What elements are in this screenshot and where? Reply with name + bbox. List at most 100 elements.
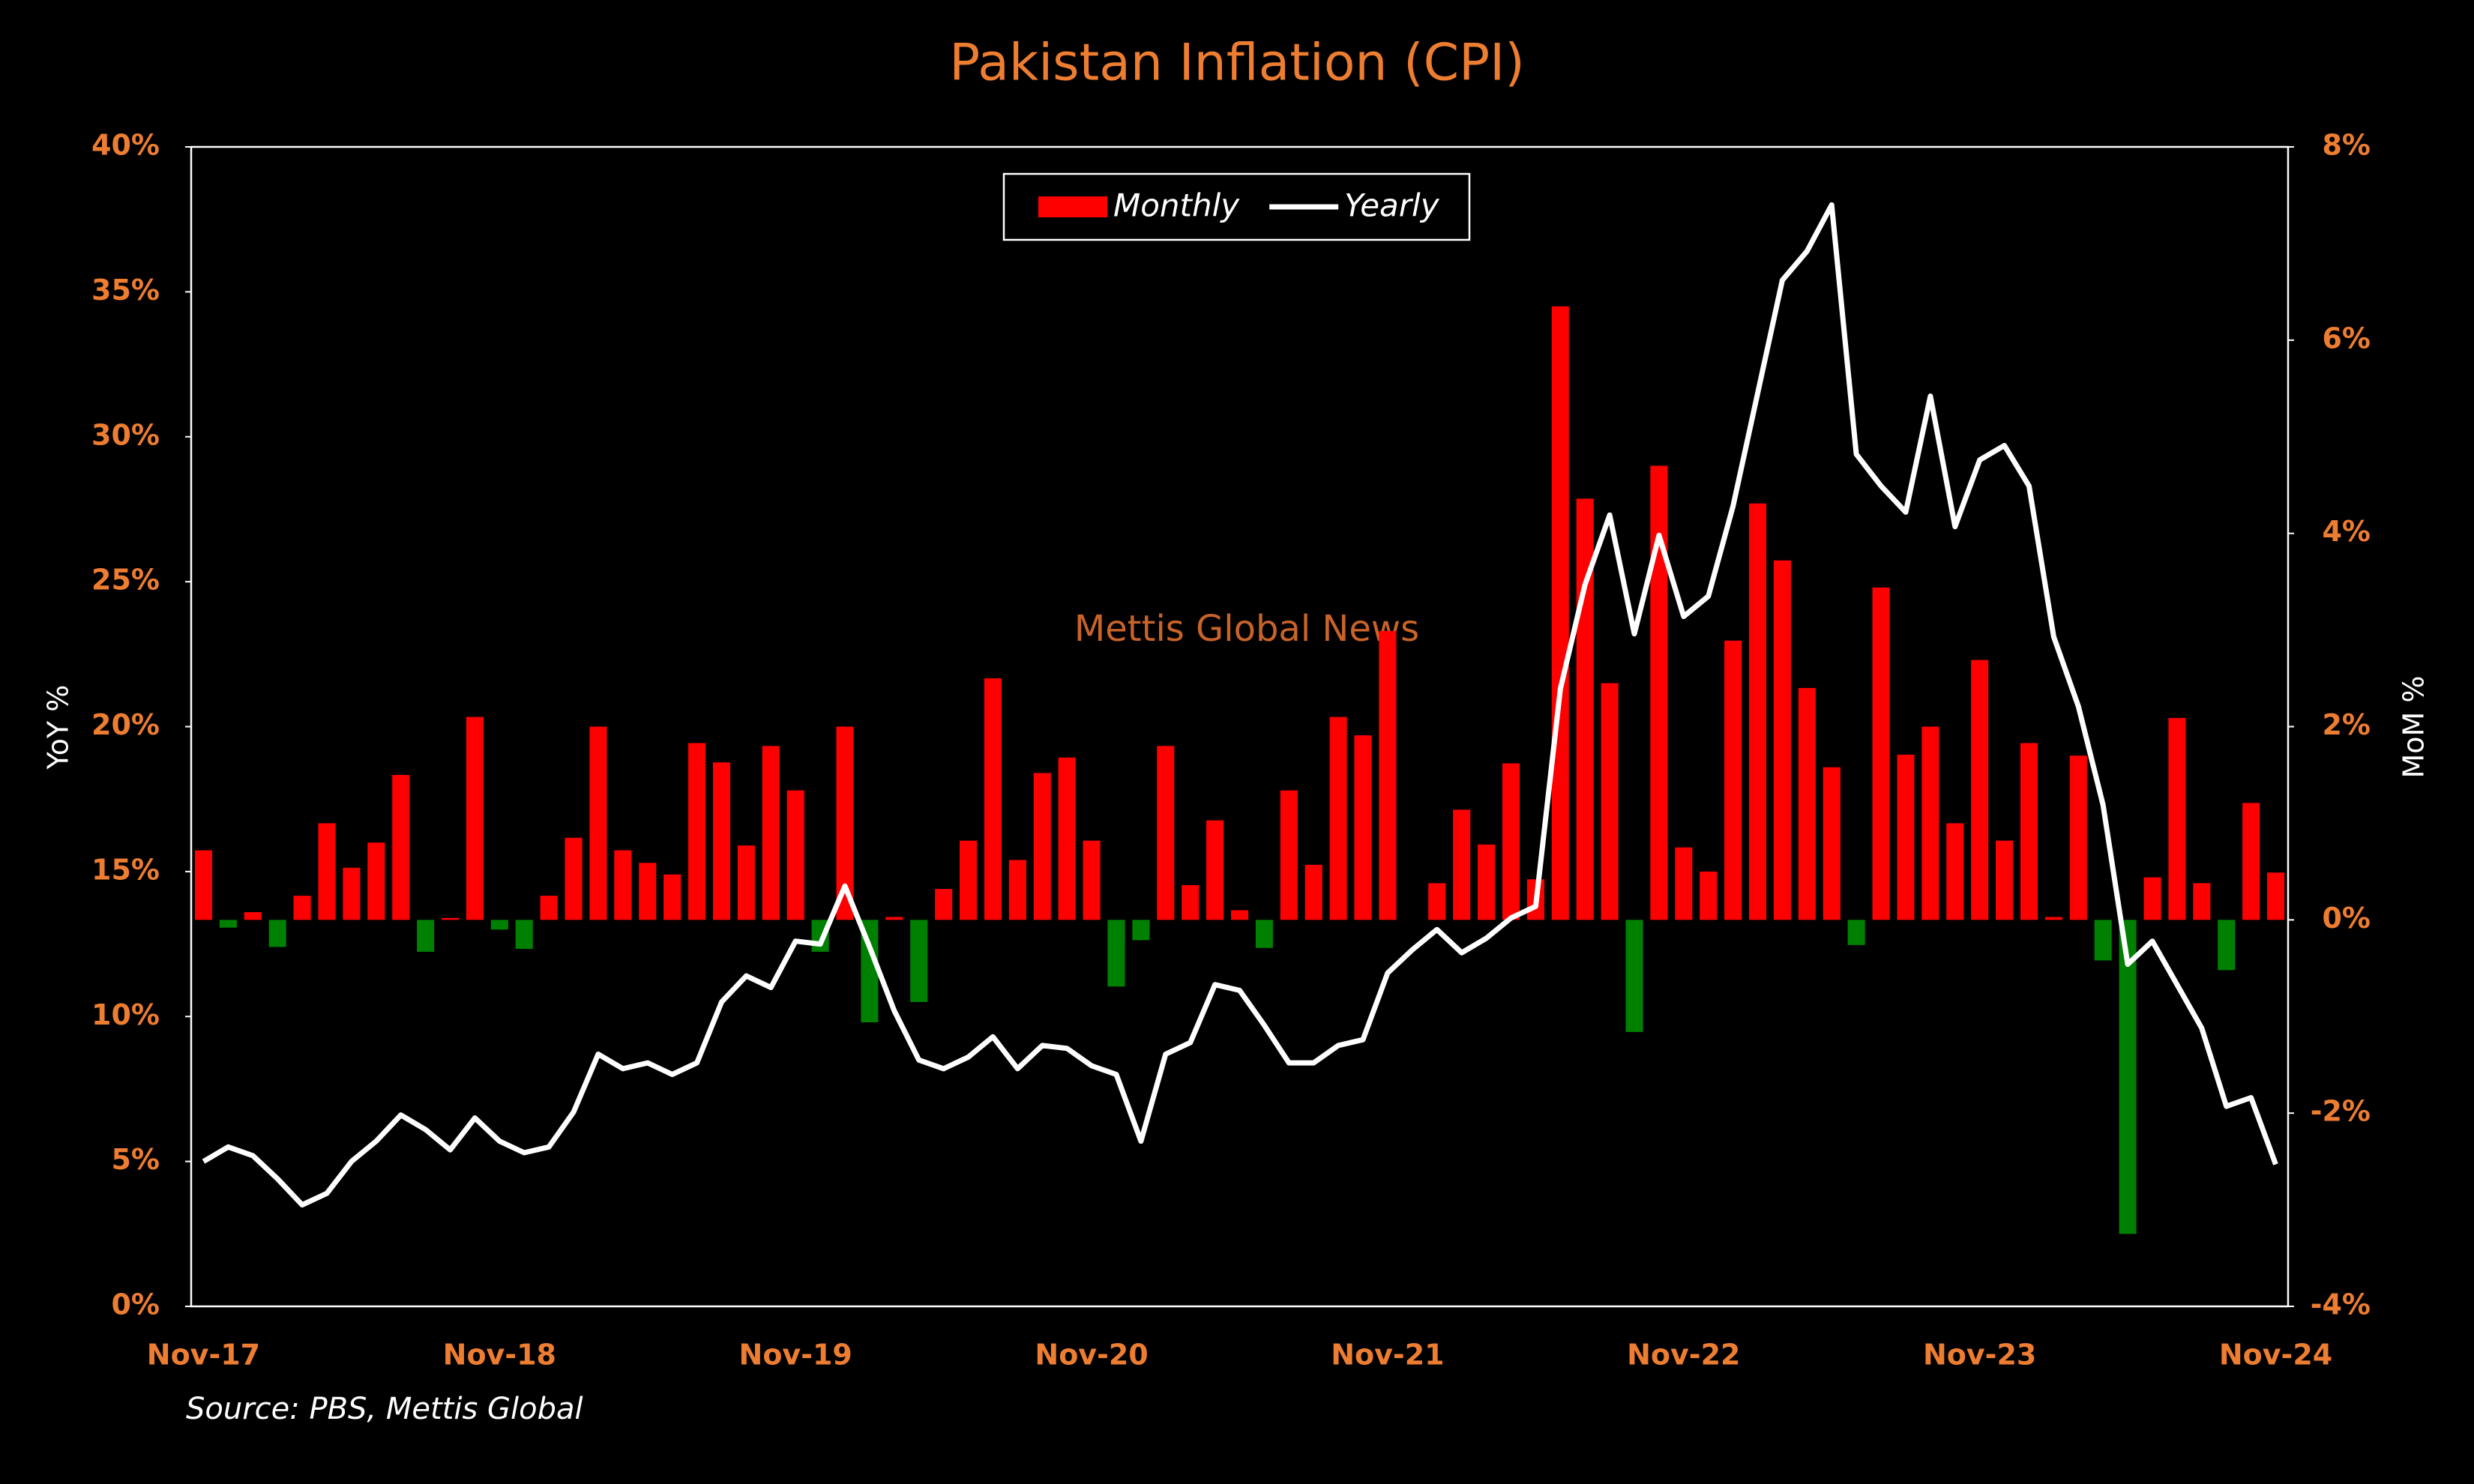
bar [1847, 920, 1865, 945]
y-tick-label: 25% [91, 564, 160, 597]
bar [1921, 726, 1939, 920]
bar [1749, 503, 1767, 920]
bar [861, 920, 879, 1022]
y-tick-label: 30% [91, 418, 160, 451]
bar [836, 726, 854, 920]
bar [2193, 883, 2211, 920]
bar [1033, 773, 1051, 920]
bar [1453, 809, 1471, 920]
bar [2143, 877, 2161, 920]
bar [392, 774, 410, 920]
bar [1897, 754, 1915, 920]
bar [762, 746, 780, 920]
y2-tick-label: -2% [2311, 1095, 2371, 1128]
bar [2218, 920, 2236, 971]
bar [1773, 560, 1791, 920]
bar [194, 850, 212, 920]
plot-frame [190, 145, 2290, 1308]
bar [614, 850, 632, 920]
y-tick-label: 0% [111, 1288, 160, 1321]
bar [1625, 920, 1643, 1032]
x-tick-label: Nov-19 [739, 1339, 852, 1372]
bar [1083, 840, 1101, 920]
x-tick-label: Nov-21 [1331, 1339, 1444, 1372]
bar [367, 842, 385, 920]
bar [1872, 587, 1890, 920]
bar [1379, 630, 1397, 920]
bar [1206, 820, 1224, 920]
bar [490, 920, 508, 930]
bar [1354, 735, 1372, 920]
chart-title: Pakistan Inflation (CPI) [949, 34, 1525, 93]
bar [1601, 683, 1619, 920]
x-tick-label: Nov-24 [2219, 1339, 2332, 1372]
bar [1946, 823, 1964, 920]
bar [343, 867, 361, 920]
bar [1724, 640, 1742, 920]
bar [1182, 884, 1200, 920]
bar [244, 912, 262, 920]
bar [639, 863, 657, 920]
bar [1428, 883, 1446, 920]
x-tick-label: Nov-17 [147, 1339, 260, 1372]
source-note: Source: PBS, Mettis Global [186, 1392, 583, 1426]
bar [441, 917, 460, 920]
line [202, 202, 2278, 1208]
bar [1107, 920, 1125, 987]
y2-tick-label: 6% [2322, 322, 2371, 355]
legend: Monthly Yearly [1002, 172, 1471, 241]
bar [1478, 844, 1496, 920]
bar [466, 717, 484, 920]
x-tick-label: Nov-23 [1923, 1339, 2036, 1372]
bar [1255, 920, 1273, 948]
bar [885, 917, 903, 920]
bar [589, 726, 607, 920]
bar [1008, 860, 1026, 920]
watermark: Mettis Global News [1074, 608, 1419, 650]
y-axis-label: YoY % [42, 685, 75, 770]
bar [960, 840, 978, 920]
bar [318, 823, 336, 920]
y-tick-label: 40% [91, 129, 160, 162]
y2-tick-label: 4% [2322, 515, 2371, 548]
x-tick-label: Nov-20 [1035, 1339, 1148, 1372]
bar [1058, 757, 1076, 920]
bar [663, 874, 681, 920]
bar [1551, 306, 1569, 920]
bar [2119, 920, 2137, 1234]
bar [1650, 465, 1668, 920]
y2-tick-label: 8% [2322, 129, 2371, 162]
bar [417, 920, 435, 952]
bar [1502, 763, 1520, 920]
bar [515, 920, 533, 950]
y-tick-label: 5% [111, 1143, 160, 1176]
x-tick-label: Nov-18 [443, 1339, 556, 1372]
bar [1304, 864, 1322, 920]
bar [1971, 660, 1989, 920]
bar [2267, 872, 2285, 920]
bar [1230, 910, 1249, 920]
bar [1700, 871, 1718, 920]
bar [1823, 767, 1841, 920]
y2-axis-label: MoM % [2398, 675, 2431, 778]
y-tick-label: 15% [91, 853, 160, 886]
x-tick-label: Nov-22 [1627, 1339, 1740, 1372]
bar [565, 837, 583, 920]
bar [1675, 847, 1693, 920]
bar [737, 845, 755, 920]
bar [268, 920, 286, 947]
bar [219, 920, 237, 928]
bar [984, 678, 1002, 920]
y2-tick-label: 2% [2322, 708, 2371, 741]
y-tick-label: 35% [91, 274, 160, 307]
legend-label: Monthly [1113, 187, 1240, 224]
bar [910, 920, 928, 1002]
bar [2242, 803, 2260, 920]
bar [935, 889, 953, 920]
bar [2044, 917, 2062, 920]
bar [786, 790, 804, 920]
bar [293, 896, 311, 920]
y2-tick-label: -4% [2311, 1288, 2371, 1321]
